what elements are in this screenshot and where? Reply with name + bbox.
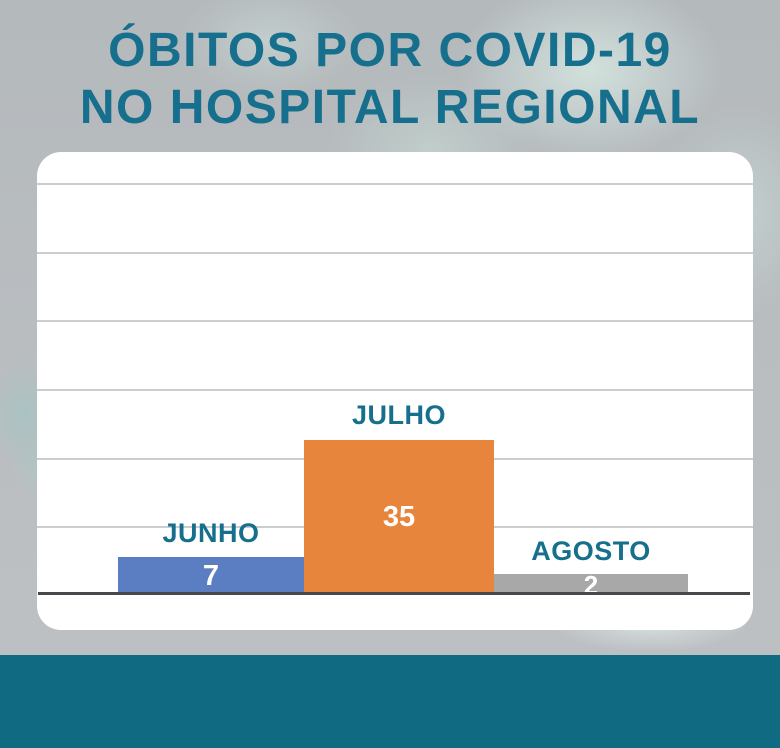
category-label-junho: JUNHO: [162, 518, 260, 548]
value-label-julho: 35: [382, 501, 416, 533]
value-label-junho: 7: [202, 559, 220, 592]
value-label-agosto: 2: [583, 569, 599, 600]
page-title-line2: NO HOSPITAL REGIONAL: [79, 81, 701, 134]
page-title: ÓBITOS POR COVID-19 NO HOSPITAL REGIONAL: [0, 22, 780, 136]
gridline: [37, 252, 753, 254]
footer-band: [0, 655, 780, 748]
page-title-line1: ÓBITOS POR COVID-19: [108, 24, 672, 77]
category-label-agosto: AGOSTO: [531, 536, 651, 566]
bar-junho: 7: [118, 557, 304, 595]
category-label-julho: JULHO: [351, 400, 446, 430]
x-axis-line: [38, 592, 750, 595]
chart-card: JUNHO JULHO AGOSTO 7 35 2: [37, 152, 753, 630]
gridline: [37, 183, 753, 185]
gridline: [37, 389, 753, 391]
gridline: [37, 320, 753, 322]
bar-agosto: 2: [494, 569, 688, 600]
bar-julho: 35: [304, 440, 494, 595]
